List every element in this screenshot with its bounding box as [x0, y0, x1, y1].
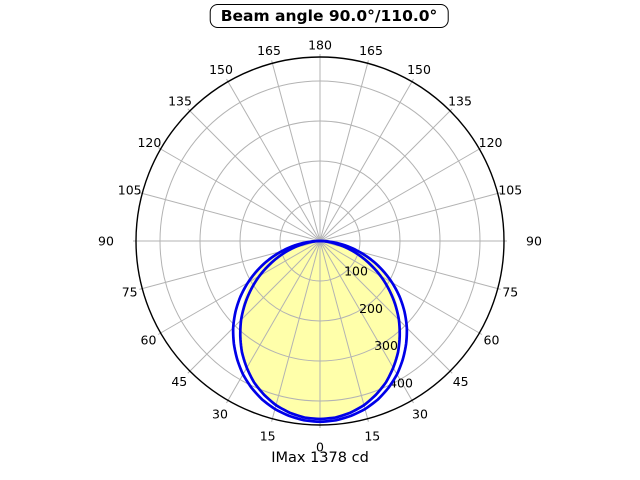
radial-tick-label: 200 — [359, 301, 383, 316]
grid-radial-line — [319, 192, 501, 242]
angle-tick-label: 90 — [526, 234, 542, 249]
angle-tick-label: 15 — [364, 429, 380, 444]
grid-radial-line — [319, 60, 369, 242]
outer-circle — [135, 56, 505, 426]
angle-tick-label: 30 — [212, 407, 228, 422]
beam-curve-110 — [231, 239, 409, 424]
angle-tick-label: 60 — [141, 333, 157, 348]
angle-tick-label: 90 — [98, 234, 114, 249]
imax-label: IMax 1378 cd — [271, 450, 369, 466]
angle-tick-label: 15 — [260, 429, 276, 444]
radial-tick-label: 300 — [374, 338, 398, 353]
grid-radial-line — [319, 240, 414, 404]
angle-tick-label: 45 — [453, 374, 469, 389]
angle-tick-label: 180 — [308, 38, 332, 53]
angle-tick-label: 165 — [359, 43, 383, 58]
grid-radial-line — [157, 240, 321, 335]
grid-radial-line — [271, 60, 321, 242]
grid-radial-line — [319, 108, 453, 242]
polar-grid — [133, 54, 507, 428]
grid-radial-line — [187, 240, 321, 374]
grid-radial-line — [187, 108, 321, 242]
angle-tick-label: 105 — [118, 183, 142, 198]
grid-radial-line — [319, 240, 369, 422]
grid-radial-line — [271, 240, 321, 422]
grid-radial-line — [319, 147, 483, 242]
angle-tick-label: 0 — [316, 440, 324, 455]
angle-tick-label: 75 — [122, 285, 138, 300]
chart-title-box: Beam angle 90.0°/110.0° — [209, 4, 449, 28]
angle-tick-label: 75 — [502, 285, 518, 300]
grid-radial-line — [226, 240, 321, 404]
grid-radial-line — [226, 78, 321, 242]
grid-radial-line — [157, 147, 321, 242]
grid-radial-line — [139, 192, 321, 242]
angle-tick-label: 30 — [412, 407, 428, 422]
angle-tick-label: 150 — [209, 62, 233, 77]
grid-radial-line — [319, 240, 453, 374]
angle-tick-label: 150 — [407, 62, 431, 77]
angle-tick-label: 120 — [137, 135, 161, 150]
grid-radial-line — [319, 240, 483, 335]
angle-tick-label: 120 — [479, 135, 503, 150]
angle-tick-label: 135 — [448, 94, 472, 109]
grid-radial-line — [319, 78, 414, 242]
beam-curve-90 — [238, 239, 402, 421]
angle-tick-label: 105 — [498, 183, 522, 198]
angle-tick-label: 60 — [484, 333, 500, 348]
angle-tick-label: 45 — [171, 374, 187, 389]
radial-tick-label: 100 — [344, 264, 368, 279]
chart-title: Beam angle 90.0°/110.0° — [220, 7, 438, 25]
tick-labels: 0 15 15 30 30 45 45 60 60 75 75 90 90 105 105 120 120 135… — [98, 38, 542, 455]
angle-tick-label: 135 — [168, 94, 192, 109]
angle-tick-label: 165 — [257, 43, 281, 58]
